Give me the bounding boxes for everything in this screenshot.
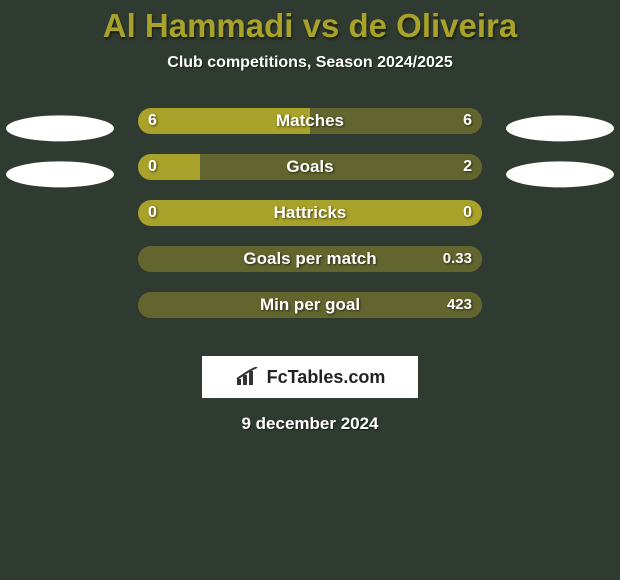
player-left-ellipse	[6, 162, 114, 188]
brand-chart-icon	[235, 367, 261, 387]
footer-date: 9 december 2024	[0, 414, 620, 434]
stat-bar-right	[138, 292, 482, 318]
stat-bar-track	[138, 154, 482, 180]
stat-bar-left	[138, 154, 200, 180]
stat-row: Min per goal423	[0, 292, 620, 338]
stat-row: Goals02	[0, 154, 620, 200]
stat-row: Hattricks00	[0, 200, 620, 246]
brand-box: FcTables.com	[202, 356, 418, 398]
brand-text: FcTables.com	[267, 367, 386, 388]
stat-bar-track	[138, 246, 482, 272]
player-right-ellipse	[506, 162, 614, 188]
player-left-ellipse	[6, 116, 114, 142]
player-right-ellipse	[506, 116, 614, 142]
stat-rows: Matches66Goals02Hattricks00Goals per mat…	[0, 108, 620, 338]
page-title: Al Hammadi vs de Oliveira	[0, 0, 620, 44]
stat-bar-track	[138, 200, 482, 226]
subtitle: Club competitions, Season 2024/2025	[0, 54, 620, 72]
stat-bar-right	[200, 154, 482, 180]
stat-row: Matches66	[0, 108, 620, 154]
stat-bar-right	[138, 246, 482, 272]
stat-bar-track	[138, 292, 482, 318]
stat-bar-track	[138, 108, 482, 134]
stat-row: Goals per match0.33	[0, 246, 620, 292]
comparison-infographic: Al Hammadi vs de Oliveira Club competiti…	[0, 0, 620, 580]
stat-bar-right	[310, 108, 482, 134]
stat-bar-left	[138, 108, 310, 134]
